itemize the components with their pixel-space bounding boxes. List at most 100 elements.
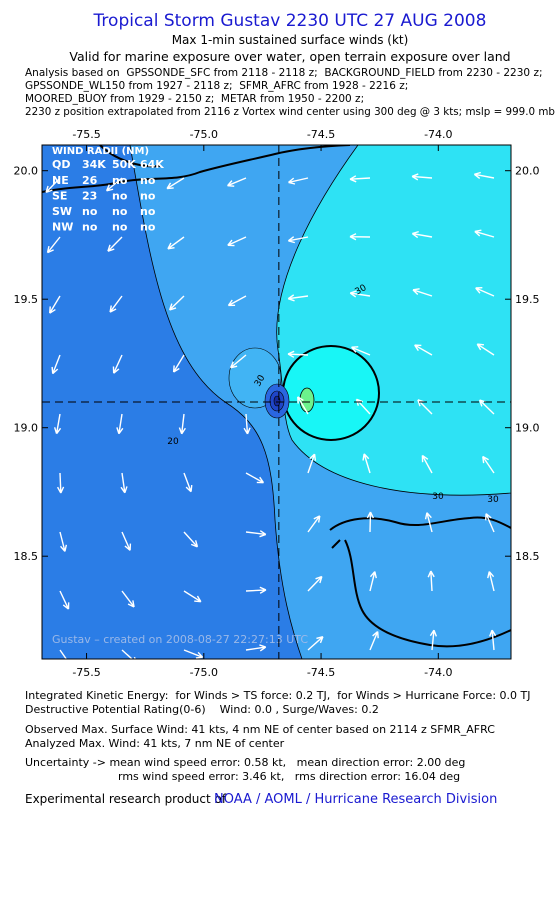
wind-arrow [227, 236, 247, 247]
wind-arrow [45, 177, 61, 193]
field-35 [282, 345, 380, 441]
wind-arrow [245, 472, 265, 484]
x-tick-label: -74.0 [424, 666, 452, 679]
wind-arrow [427, 570, 435, 592]
table-cell: no [140, 190, 156, 203]
wind-arrow [121, 649, 136, 659]
wind-arrow [59, 590, 70, 610]
wind-arrow [227, 295, 247, 307]
table-cell: no [112, 174, 128, 187]
wind-arrow [288, 177, 309, 185]
wind-arrow [349, 175, 371, 183]
wind-arrow [424, 512, 433, 533]
table-header: QD [52, 158, 70, 171]
wind-arrow [485, 513, 495, 533]
y-tick-label: 19.0 [515, 422, 540, 435]
table-header: 34K [82, 158, 106, 171]
wind-arrow [56, 472, 65, 494]
analysis-line: 2230 z position extrapolated from 2116 z… [25, 106, 555, 118]
table-cell: no [112, 221, 128, 234]
coastline [42, 145, 351, 193]
wind-arrow [349, 233, 371, 241]
analysis-line: MOORED_BUOY from 1929 - 2150 z; METAR fr… [25, 93, 364, 105]
wind-arrows [45, 171, 497, 659]
wind-arrow [489, 629, 497, 651]
wind-arrow [307, 515, 321, 533]
wind-arrow [412, 288, 433, 297]
x-tick-label: -75.5 [72, 128, 100, 141]
footer-line: Destructive Potential Rating(0-6) Wind: … [25, 703, 379, 716]
wind-arrow [183, 649, 204, 659]
y-tick-label: 19.5 [515, 293, 540, 306]
wind-arrow [120, 472, 128, 494]
wind-arrow [243, 413, 251, 435]
wind-arrow [429, 629, 438, 651]
watermark: Gustav – created on 2008-08-27 22:27:13 … [52, 633, 308, 646]
wind-arrow [287, 236, 309, 244]
credit-prefix: Experimental research product of [25, 792, 227, 806]
wind-arrow [366, 511, 374, 533]
analysis-line: Analysis based on GPSSONDE_SFC from 2118… [25, 67, 543, 79]
wind-arrow [245, 530, 267, 538]
analysis-line: GPSSONDE_WL150 from 1927 - 2118 z; SFMR_… [25, 80, 408, 92]
wind-arrow [473, 171, 495, 179]
x-tick-label: -75.5 [72, 666, 100, 679]
wind-arrow [105, 177, 123, 192]
wind-arrow [53, 413, 62, 435]
table-cell: no [82, 221, 98, 234]
table-cell: no [140, 205, 156, 218]
wind-arrow [245, 644, 267, 652]
y-tick-label: 18.5 [14, 550, 39, 563]
table-cell: 26 [82, 174, 98, 187]
x-tick-label: -75.0 [190, 128, 218, 141]
credit-link[interactable]: NOAA / AOML / Hurricane Research Divisio… [214, 792, 497, 807]
wind-arrow [59, 649, 68, 659]
footer-line: Analyzed Max. Wind: 41 kts, 7 nm NE of c… [25, 737, 285, 750]
wind-arrow [362, 453, 371, 474]
table-cell: SW [52, 205, 72, 218]
table-header: 50K [112, 158, 136, 171]
wind-arrow [121, 590, 135, 608]
wind-arrow [112, 354, 123, 374]
footer-line: Uncertainty -> mean wind speed error: 0.… [25, 756, 465, 769]
wind-arrow [475, 286, 495, 297]
table-cell: no [82, 205, 98, 218]
y-tick-label: 18.5 [515, 550, 540, 563]
wind-arrow [183, 472, 193, 493]
wind-arrow [49, 295, 61, 314]
table-cell: no [112, 205, 128, 218]
wind-arrow [287, 294, 309, 302]
wind-arrow [351, 346, 371, 356]
wind-arrow [109, 295, 123, 313]
coastline [329, 516, 511, 648]
wind-arrow [421, 454, 433, 474]
table-cell: SE [52, 190, 67, 203]
table-cell: no [140, 221, 156, 234]
wind-arrow [183, 590, 202, 603]
y-tick-label: 20.0 [14, 165, 39, 178]
x-tick-label: -74.5 [307, 128, 335, 141]
wind-arrow [183, 531, 199, 548]
validity: Valid for marine exposure over water, op… [69, 49, 510, 64]
table-cell: no [140, 174, 156, 187]
wind-arrow [116, 413, 124, 435]
wind-arrow [369, 631, 379, 651]
subtitle: Max 1-min sustained surface winds (kt) [172, 33, 409, 47]
wind-arrow [172, 354, 185, 373]
y-tick-label: 19.5 [14, 293, 39, 306]
x-tick-label: -74.0 [424, 128, 452, 141]
wind-arrow [307, 453, 317, 474]
wind-arrow [411, 230, 433, 239]
x-tick-label: -74.5 [307, 666, 335, 679]
footer-line: rms wind speed error: 3.46 kt, rms direc… [118, 770, 460, 783]
wind-arrow [167, 236, 185, 250]
table-header: 64K [140, 158, 164, 171]
wind-arrow [287, 350, 309, 358]
footer-line: Observed Max. Surface Wind: 41 kts, 4 nm… [25, 723, 495, 736]
wind-arrow [107, 236, 123, 252]
coastline [99, 145, 161, 168]
wind-arrow [474, 229, 495, 238]
y-tick-label: 19.0 [14, 422, 39, 435]
wind-arrow [307, 636, 324, 651]
